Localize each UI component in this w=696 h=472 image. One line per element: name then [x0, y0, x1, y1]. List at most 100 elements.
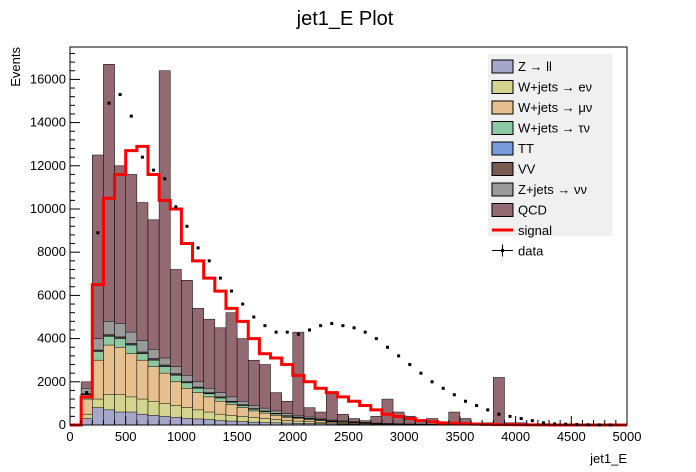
data-point: [419, 371, 423, 375]
stack-bar-z-ll: [92, 407, 104, 426]
data-point: [553, 422, 557, 426]
data-point: [96, 231, 100, 235]
data-point: [441, 386, 445, 390]
data-point: [185, 224, 189, 228]
y-tick-label: 2000: [37, 374, 66, 389]
x-axis-label: jet1_E: [589, 451, 627, 466]
legend-swatch: [491, 80, 514, 94]
data-point: [363, 330, 367, 334]
data-point: [163, 177, 167, 181]
data-point: [140, 155, 144, 159]
stack-bar-qcd: [381, 398, 394, 426]
legend-label: VV: [518, 162, 536, 177]
data-point: [230, 289, 234, 293]
data-point: [374, 337, 378, 341]
stack-bar-qcd: [493, 377, 505, 426]
stack-bar-z-ll: [103, 409, 115, 426]
data-point: [152, 168, 156, 172]
chart-title: jet1_E Plot: [296, 8, 394, 30]
x-tick-label: 500: [115, 429, 137, 444]
x-tick-label: 2000: [278, 429, 307, 444]
y-tick-label: 16000: [30, 71, 66, 86]
data-point: [263, 324, 267, 328]
legend-label: Z → ll: [518, 59, 552, 74]
data-point: [352, 326, 356, 330]
data-point: [319, 324, 323, 328]
stack-bar-z-ll: [170, 417, 182, 426]
x-tick-label: 3000: [390, 429, 419, 444]
y-tick-label: 14000: [30, 115, 66, 130]
data-point: [519, 417, 523, 421]
legend-swatch: [491, 100, 514, 115]
stack-bar-qcd: [292, 331, 305, 426]
y-tick-label: 4000: [37, 331, 66, 346]
data-point: [218, 276, 222, 280]
legend-label: signal: [518, 223, 552, 238]
y-tick-label: 10000: [30, 201, 66, 216]
x-tick-label: 1500: [223, 429, 252, 444]
data-point: [430, 380, 434, 384]
y-tick-label: 6000: [37, 287, 66, 302]
legend-swatch: [491, 59, 514, 74]
legend-label: data: [518, 244, 544, 259]
legend-swatch: [491, 162, 514, 176]
data-point: [541, 421, 545, 425]
stack-bar-z-ll: [181, 418, 193, 426]
legend-swatch: [491, 121, 514, 135]
stack-bar-z-ll: [147, 415, 160, 426]
x-tick-label: 0: [66, 429, 73, 444]
stack-bar-z-ll: [136, 413, 149, 426]
data-point: [475, 404, 479, 408]
data-point: [129, 114, 133, 118]
y-tick-label: 0: [59, 417, 66, 432]
legend-data-marker: [501, 249, 504, 252]
data-point: [285, 330, 289, 334]
x-tick-label: 4500: [557, 429, 586, 444]
data-point: [463, 399, 467, 403]
data-point: [207, 259, 211, 263]
data-point: [241, 302, 245, 306]
legend-label: W+jets → τν: [518, 121, 590, 136]
y-axis-label: Events: [8, 47, 23, 87]
legend-label: QCD: [518, 203, 547, 218]
legend-swatch: [491, 203, 514, 217]
data-point: [274, 330, 278, 334]
data-point: [85, 391, 89, 395]
data-point: [118, 93, 122, 97]
data-point: [385, 345, 389, 349]
stack-bar-z-ll: [225, 420, 238, 426]
legend-label: W+jets → μν: [518, 100, 592, 115]
data-point: [174, 205, 178, 209]
data-point: [530, 419, 534, 423]
legend-label: W+jets → eν: [518, 80, 592, 95]
stack-bar-z-ll: [192, 418, 204, 426]
data-point: [508, 414, 512, 418]
legend-swatch: [491, 141, 514, 156]
x-tick-label: 5000: [613, 429, 642, 444]
x-tick-label: 3500: [445, 429, 474, 444]
data-point: [252, 315, 256, 319]
legend-label: TT: [518, 141, 534, 156]
data-point: [196, 246, 200, 250]
data-point: [107, 101, 111, 105]
stack-bar-z-ll: [125, 411, 138, 426]
y-tick-label: 12000: [30, 158, 66, 173]
y-tick-label: 8000: [37, 244, 66, 259]
legend: Z → ll W+jets → eν W+jets → μν W+jets → τν T…: [488, 54, 612, 259]
stack-bar-z-ll: [203, 419, 216, 426]
stack-bar-qcd: [392, 411, 405, 426]
axes: 0 500 1000 1500 2000 2500 3000 3500 4000 4500 5000…: [30, 52, 642, 444]
data-point: [341, 324, 345, 328]
stack-bar-z-ll: [158, 416, 171, 426]
stack-bar-z-ll: [214, 420, 227, 426]
stack-bar-z-ll: [114, 411, 126, 426]
data-point: [408, 363, 412, 367]
data-point: [497, 412, 501, 416]
x-tick-label: 1000: [167, 429, 196, 444]
legend-swatch: [491, 182, 514, 197]
x-tick-label: 2500: [334, 429, 363, 444]
data-point: [486, 408, 490, 412]
x-tick-label: 4000: [501, 429, 530, 444]
data-point: [308, 328, 312, 332]
